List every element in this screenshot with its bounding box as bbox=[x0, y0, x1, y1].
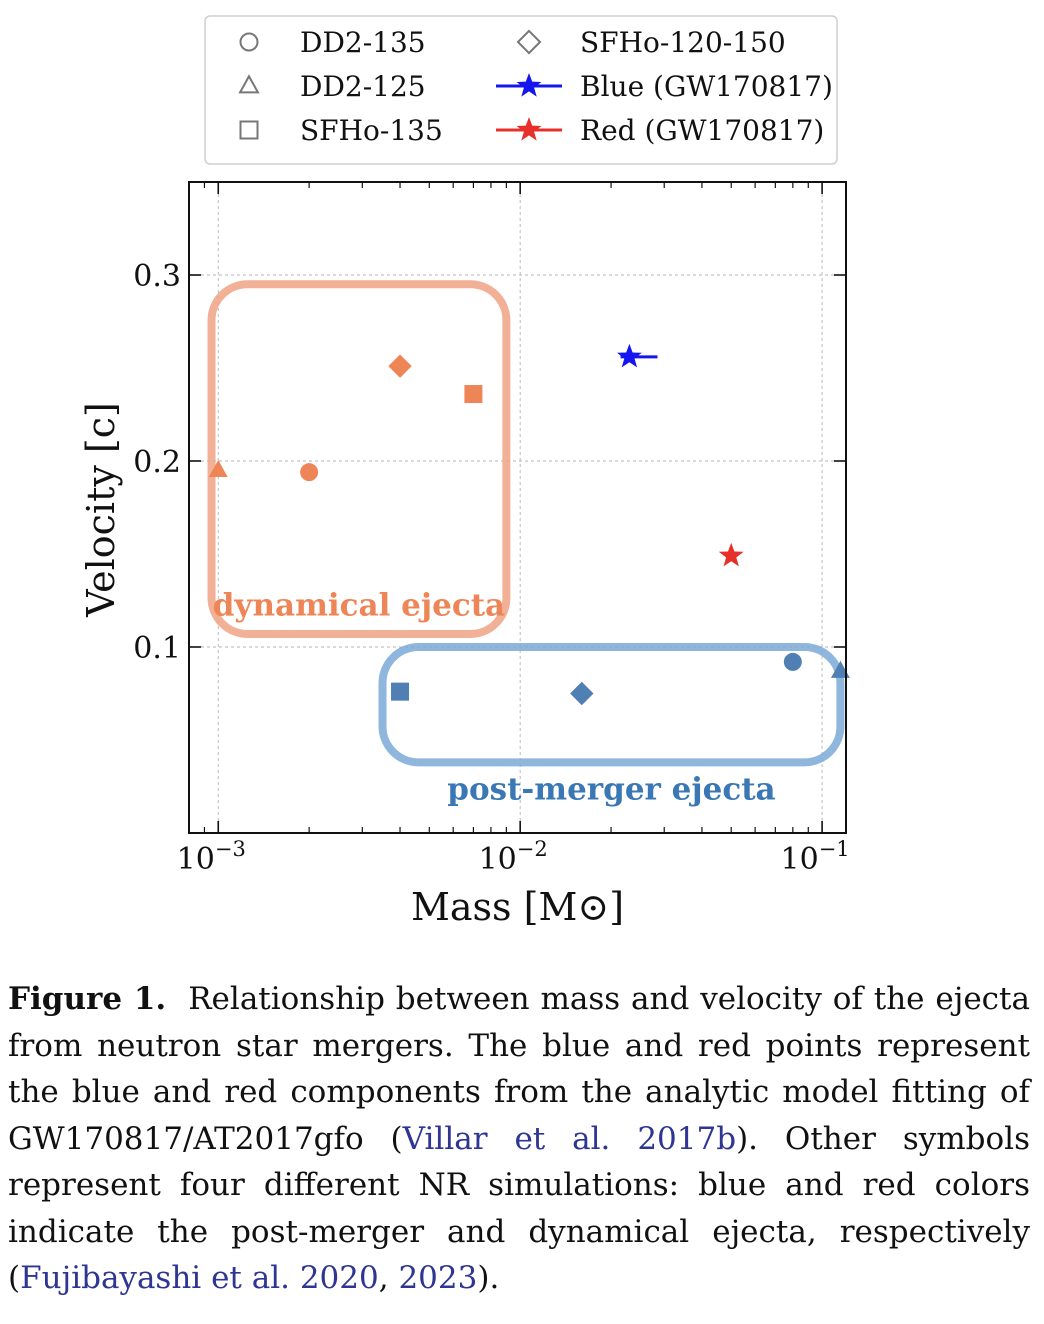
x-tick-label-1: 10−2 bbox=[479, 837, 548, 877]
legend-label-0: DD2-135 bbox=[300, 26, 426, 59]
point-1-0-square bbox=[391, 682, 410, 701]
legend-triangle-icon-1 bbox=[238, 74, 260, 94]
citation-fujibayashi-2023-link[interactable]: 2023 bbox=[398, 1260, 478, 1296]
legend-square-icon-2 bbox=[239, 120, 259, 140]
legend-label-5: Red (GW170817) bbox=[580, 114, 824, 147]
ejecta-chart: DD2-135 DD2-125 SFHo-135 SFHo-120-150 Blue (… bbox=[79, 15, 850, 929]
region-box-1 bbox=[378, 643, 845, 767]
y-axis-label: Velocity [c] bbox=[79, 402, 123, 618]
point-0-0-triangle bbox=[208, 459, 228, 478]
caption-text-3: , bbox=[378, 1260, 399, 1296]
x-tick-exp-0: −3 bbox=[215, 837, 246, 861]
legend-star-icon-5 bbox=[516, 117, 542, 141]
x-axis-label: Mass [M⊙] bbox=[411, 885, 624, 929]
legend-label-4: Blue (GW170817) bbox=[580, 70, 833, 103]
y-tick-label-2: 0.3 bbox=[133, 259, 181, 294]
caption-text-4: ). bbox=[477, 1260, 500, 1296]
region-label-1: post-merger ejecta bbox=[447, 772, 775, 808]
y-tick-label-1: 0.2 bbox=[133, 445, 181, 480]
x-tick-base-2: 10 bbox=[781, 842, 819, 877]
citation-fujibayashi-2020-link[interactable]: Fujibayashi et al. 2020 bbox=[20, 1260, 379, 1296]
legend: DD2-135 DD2-125 SFHo-135 SFHo-120-150 Blue (… bbox=[204, 15, 838, 165]
x-tick-base-0: 10 bbox=[177, 842, 215, 877]
legend-diamond-icon-3 bbox=[516, 29, 542, 55]
region-box-0 bbox=[207, 280, 511, 638]
x-tick-base-1: 10 bbox=[479, 842, 517, 877]
grid-lines bbox=[189, 182, 846, 833]
caption-text-2: ). Other symbols represent four differen… bbox=[8, 1120, 1030, 1297]
caption-label: Figure 1. bbox=[8, 981, 167, 1017]
legend-label-3: SFHo-120-150 bbox=[580, 26, 786, 59]
y-tick-label-0: 0.1 bbox=[133, 631, 181, 666]
figure-caption: Figure 1. Relationship between mass and v… bbox=[8, 976, 1030, 1302]
ejecta-regions: dynamical ejecta post-merger ejecta bbox=[207, 280, 845, 808]
x-tick-exp-2: −1 bbox=[819, 837, 850, 861]
legend-label-2: SFHo-135 bbox=[300, 114, 443, 147]
x-tick-label-2: 10−1 bbox=[781, 837, 850, 877]
point-1-2-circle bbox=[783, 652, 802, 671]
point-0-1-circle bbox=[300, 463, 319, 482]
legend-box bbox=[204, 15, 838, 165]
x-tick-exp-1: −2 bbox=[517, 837, 548, 861]
point-0-2-diamond bbox=[388, 354, 412, 378]
data-points bbox=[208, 343, 850, 706]
caption-text-1: Relationship between mass and velocity o… bbox=[8, 981, 1030, 1157]
point-1-1-diamond bbox=[570, 681, 594, 706]
x-tick-label-0: 10−3 bbox=[177, 837, 246, 877]
point-0-3-square bbox=[464, 385, 483, 404]
citation-villar-link[interactable]: Villar et al. 2017b bbox=[402, 1120, 737, 1157]
region-label-0: dynamical ejecta bbox=[213, 587, 505, 623]
legend-star-icon-4 bbox=[516, 73, 542, 97]
plot-frame bbox=[188, 181, 847, 834]
point-2-0-star bbox=[617, 343, 642, 368]
point-3-0-star bbox=[718, 542, 744, 567]
legend-label-1: DD2-125 bbox=[300, 70, 426, 103]
legend-circle-icon-0 bbox=[239, 32, 259, 52]
